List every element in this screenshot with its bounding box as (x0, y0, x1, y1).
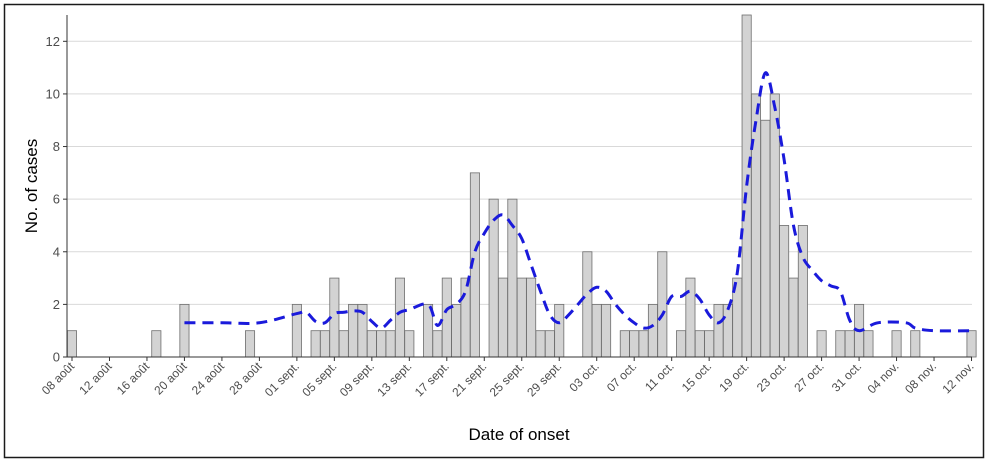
bar (638, 330, 649, 358)
bar (835, 330, 846, 358)
bar (544, 330, 555, 358)
bar (67, 330, 78, 358)
bar (863, 330, 874, 358)
bar (582, 251, 593, 358)
bar (741, 14, 752, 358)
bar (601, 303, 612, 358)
bar (432, 330, 443, 358)
bar (722, 303, 733, 358)
bar (366, 330, 377, 358)
bar (338, 330, 349, 358)
bar (779, 225, 790, 358)
bar (441, 277, 452, 358)
bar (713, 303, 724, 358)
bar (910, 330, 921, 358)
bar (619, 330, 630, 358)
y-tick-label: 2 (53, 297, 60, 312)
y-tick-label: 12 (46, 34, 60, 49)
bar (376, 330, 387, 358)
bar (844, 330, 855, 358)
bar (319, 330, 330, 358)
y-tick-label: 0 (53, 350, 60, 365)
bar (554, 303, 565, 358)
bar (516, 277, 527, 358)
bar (245, 330, 256, 358)
bar (769, 93, 780, 358)
y-tick-label: 4 (53, 244, 60, 259)
bar (704, 330, 715, 358)
bar (657, 251, 668, 358)
bar (488, 198, 499, 358)
bar (647, 303, 658, 358)
bar (151, 330, 162, 358)
bar (685, 277, 696, 358)
bar (451, 303, 462, 358)
bar (760, 119, 771, 358)
bar (966, 330, 977, 358)
y-axis-title: No. of cases (22, 139, 41, 234)
bar (404, 330, 415, 358)
trend-line (184, 71, 972, 333)
y-tick-label: 6 (53, 192, 60, 207)
bar (460, 277, 471, 358)
x-axis-title: Date of onset (468, 425, 569, 444)
bar (891, 330, 902, 358)
bar (816, 330, 827, 358)
bar (788, 277, 799, 358)
bar (676, 330, 687, 358)
bars (67, 14, 977, 358)
bar (591, 303, 602, 358)
bar (694, 330, 705, 358)
bar (535, 330, 546, 358)
bar (310, 330, 321, 358)
bar (385, 330, 396, 358)
bar (751, 93, 762, 358)
gridlines (67, 40, 972, 305)
y-tick-label: 8 (53, 139, 60, 154)
y-tick-label: 10 (46, 86, 60, 101)
y-ticks: 0 2 4 6 8 10 12 (46, 34, 67, 365)
bar (498, 277, 509, 358)
bar (526, 277, 537, 358)
bar (394, 277, 405, 358)
trend-line-layer (184, 71, 972, 333)
bar (179, 303, 190, 358)
bar (629, 330, 640, 358)
